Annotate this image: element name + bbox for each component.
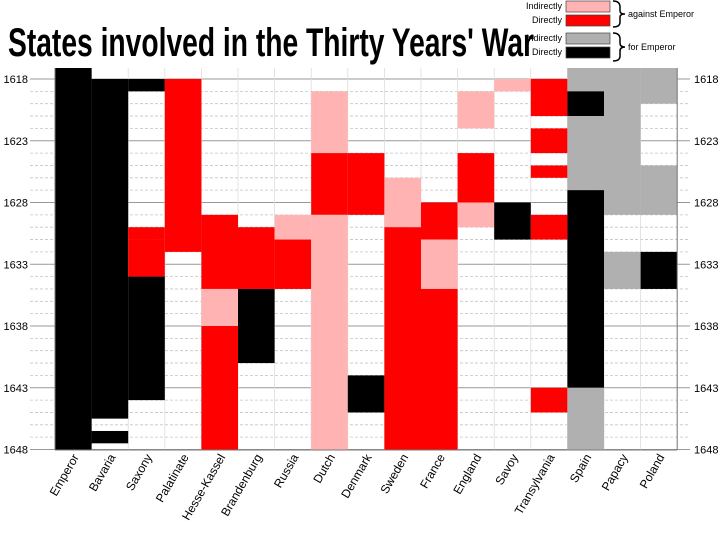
involvement-bar-transylvania — [530, 128, 568, 154]
y-tick-label-right: 1623 — [694, 136, 718, 148]
y-tick-label-right: 1633 — [694, 259, 718, 271]
involvement-bar-england — [457, 91, 495, 129]
involvement-bar-poland — [640, 68, 678, 79]
chart-cells — [55, 68, 678, 450]
y-tick-label-left: 1628 — [4, 198, 28, 210]
legend-swatch — [565, 14, 611, 27]
involvement-bar-transylvania — [530, 387, 568, 413]
y-tick-label-left: 1623 — [4, 136, 28, 148]
involvement-bar-dutch — [311, 91, 348, 154]
involvement-bar-savoy — [494, 202, 531, 240]
involvement-bar-france — [421, 288, 458, 450]
y-tick-label-left: 1638 — [4, 321, 28, 333]
legend-entry-label: Directly — [532, 15, 563, 25]
involvement-bar-sweden — [384, 227, 421, 450]
y-tick-label-right: 1648 — [694, 445, 718, 457]
legend-entry-label: Directly — [532, 47, 563, 57]
x-tick-label: Palatinate — [153, 451, 192, 505]
x-tick-label: Poland — [637, 452, 668, 491]
involvement-bar-poland — [640, 165, 678, 215]
legend-entry-label: Indirectly — [526, 1, 563, 11]
involvement-bar-brandenburg — [238, 227, 275, 289]
involvement-bar-hesse-kassel — [201, 288, 238, 326]
involvement-bar-saxony — [128, 227, 165, 240]
involvement-bar-papacy — [604, 68, 641, 215]
involvement-bar-england — [457, 153, 495, 203]
involvement-bar-dutch — [311, 153, 348, 215]
legend-swatch — [565, 32, 611, 45]
involvement-bar-transylvania — [530, 165, 568, 178]
involvement-bar-savoy — [494, 79, 531, 92]
y-tick-label-left: 1648 — [4, 445, 28, 457]
involvement-bar-france — [421, 239, 458, 289]
x-tick-label: Spain — [567, 452, 594, 486]
involvement-bar-bavaria — [91, 79, 129, 419]
involvement-bar-saxony — [128, 239, 165, 277]
x-tick-label: England — [450, 452, 484, 497]
involvement-bar-sweden — [384, 177, 421, 228]
involvement-bar-papacy — [604, 251, 641, 289]
x-tick-label: France — [417, 451, 448, 491]
legend-swatch — [565, 46, 611, 59]
legend-group-against: against Emperor — [628, 9, 694, 19]
chart-title: States involved in the Thirty Years' War — [8, 21, 534, 65]
legend-group-for: for Emperor — [628, 42, 676, 52]
involvement-bar-palatinate — [164, 79, 202, 252]
x-axis-labels: Emperor Bavaria SaxonyPalatinateHesse-Kass… — [47, 451, 668, 523]
y-tick-label-right: 1628 — [694, 198, 718, 210]
involvement-bar-france — [421, 202, 458, 240]
involvement-bar-brandenburg — [238, 288, 275, 364]
involvement-bar-saxony — [128, 79, 165, 92]
involvement-bar-bavaria — [91, 430, 129, 444]
y-tick-label-left: 1633 — [4, 259, 28, 271]
legend-brace — [612, 0, 626, 28]
legend-brace — [612, 32, 626, 62]
involvement-bar-dutch — [311, 214, 348, 450]
x-tick-label: Bavaria — [86, 451, 119, 494]
legend-entry-label: Indirectly — [526, 33, 563, 43]
x-tick-label: Papacy — [599, 452, 631, 494]
chart-frame — [54, 68, 678, 451]
x-tick-label: Savoy — [492, 452, 521, 488]
involvement-bar-poland — [640, 79, 678, 104]
involvement-bar-spain — [567, 68, 604, 92]
involvement-bar-russia — [274, 214, 312, 240]
involvement-bar-spain — [567, 190, 604, 388]
y-axis-right: 1618 1623 1628 1633 1638 1643 1648 — [694, 74, 718, 457]
x-tick-label: Denmark — [338, 451, 375, 501]
involvement-bar-spain — [567, 91, 604, 117]
involvement-bar-spain — [567, 116, 604, 191]
involvement-bar-england — [457, 202, 495, 228]
legend-swatch — [565, 0, 611, 13]
involvement-bar-denmark — [347, 153, 385, 215]
involvement-bar-saxony — [128, 276, 165, 401]
x-tick-label: Emperor — [47, 451, 82, 498]
y-tick-label-right: 1618 — [694, 74, 718, 86]
x-tick-label: Dutch — [310, 452, 338, 486]
involvement-bar-transylvania — [530, 214, 568, 240]
involvement-bar-transylvania — [530, 79, 568, 117]
y-tick-label-left: 1643 — [4, 383, 28, 395]
involvement-bar-russia — [274, 239, 312, 289]
involvement-bar-hesse-kassel — [201, 214, 238, 289]
involvement-bar-spain — [567, 387, 604, 450]
involvement-bar-poland — [640, 251, 678, 289]
x-tick-label: Saxony — [123, 452, 155, 494]
involvement-bar-denmark — [347, 375, 385, 413]
y-tick-label-left: 1618 — [4, 74, 28, 86]
legend: Indirectly Directly Indirectly Directly agai… — [526, 0, 694, 62]
y-axis-left: 1618 1623 1628 1633 1638 1643 1648 — [4, 74, 28, 457]
involvement-bar-emperor — [55, 68, 92, 450]
y-tick-label-right: 1643 — [694, 383, 718, 395]
x-tick-label: Russia — [271, 451, 302, 490]
x-tick-label: Sweden — [377, 452, 411, 497]
y-tick-label-right: 1638 — [694, 321, 718, 333]
involvement-bar-hesse-kassel — [201, 326, 238, 450]
